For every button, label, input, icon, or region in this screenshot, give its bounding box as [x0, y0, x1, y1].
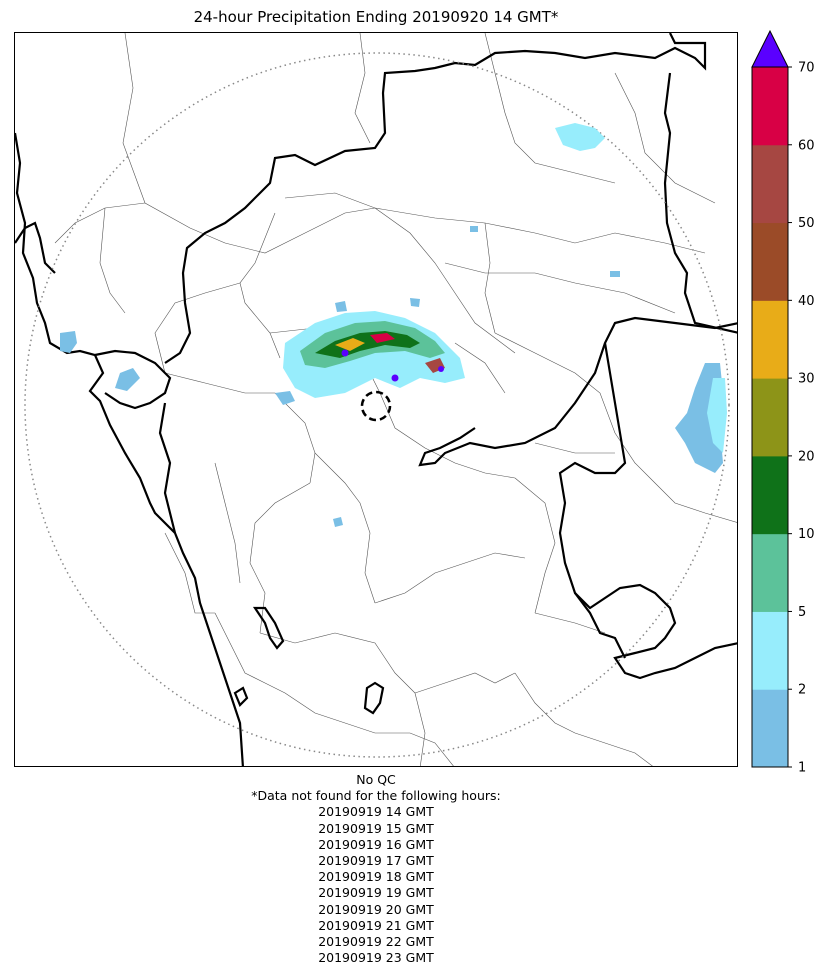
precipitation-areas [60, 123, 727, 527]
precip-cell-small-1 [610, 271, 620, 277]
radar-site-marker [360, 390, 392, 422]
colorbar-tick-label: 60 [798, 138, 815, 153]
colorbar-tick-label: 2 [798, 683, 806, 698]
colorbar: 1 2 5 10 20 30 40 50 60 70 [742, 26, 825, 776]
precip-max-3 [438, 366, 444, 372]
map-panel [14, 32, 738, 767]
missing-hour: 20190919 17 GMT [318, 853, 434, 869]
colorbar-tick-label: 40 [798, 294, 815, 309]
precip-band-core-1 [335, 338, 365, 351]
colorbar-bin [752, 533, 788, 612]
colorbar-bin [752, 689, 788, 768]
precip-band-heavy [315, 331, 420, 358]
colorbar-bin [752, 144, 788, 224]
precip-scatter [275, 298, 420, 405]
precip-cell-northeast [555, 123, 605, 151]
colorbar-bin [752, 300, 788, 379]
colorbar-tick-label: 70 [798, 61, 815, 76]
radar-range-ring [24, 52, 730, 758]
missing-hour: 20190919 14 GMT [318, 804, 434, 820]
precip-band-core-2 [370, 333, 395, 343]
precip-cell-small-3 [333, 517, 343, 527]
colorbar-outline [751, 66, 789, 768]
missing-hour: 20190919 21 GMT [318, 917, 434, 933]
colorbar-bin [752, 378, 788, 457]
precip-cell-east-core [707, 378, 727, 453]
qc-status: No QC [356, 772, 396, 787]
missing-hour: 20190919 18 GMT [318, 869, 434, 885]
state-boundaries [15, 33, 737, 766]
colorbar-tick-label: 50 [798, 216, 815, 231]
missing-hour: 20190919 22 GMT [318, 934, 434, 950]
missing-hour: 20190919 19 GMT [318, 885, 434, 901]
missing-hour: 20190919 16 GMT [318, 836, 434, 852]
district-boundaries [54, 33, 737, 766]
precip-max-1 [341, 349, 349, 357]
colorbar-bin [752, 67, 788, 146]
precipitation-map [15, 33, 737, 766]
colorbar-tick-label: 1 [798, 761, 806, 776]
colorbar-tick-label: 5 [798, 605, 806, 620]
missing-hour: 20190919 15 GMT [318, 820, 434, 836]
missing-data-header: *Data not found for the following hours: [251, 788, 501, 804]
colorbar-tick-label: 20 [798, 449, 815, 464]
colorbar-tick-label: 10 [798, 527, 815, 542]
colorbar-bin [752, 455, 788, 535]
missing-hour: 20190919 23 GMT [318, 950, 434, 966]
colorbar-tick-label: 30 [798, 372, 815, 387]
colorbar-overflow-arrow [751, 29, 789, 68]
missing-hour: 20190919 20 GMT [318, 901, 434, 917]
notes-block: No QC *Data not found for the following … [14, 772, 738, 966]
precip-cell-small-2 [470, 226, 478, 232]
map-title: 24-hour Precipitation Ending 20190920 14… [193, 8, 559, 26]
precip-cell-coast [115, 368, 140, 391]
precip-max-2 [391, 374, 399, 382]
colorbar-bin [752, 611, 788, 690]
colorbar-bin [752, 222, 788, 301]
precip-cell-west [60, 331, 77, 353]
